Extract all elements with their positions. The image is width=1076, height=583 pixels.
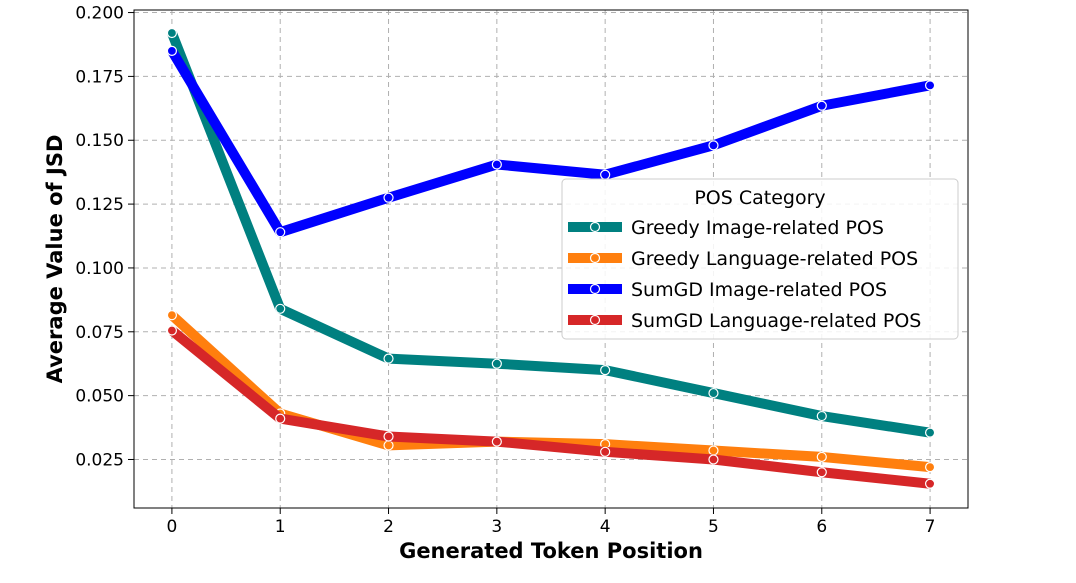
data-point [924,80,936,91]
x-tick-label: 2 [383,517,394,537]
legend: POS Category Greedy Image-related POSGre… [561,178,959,340]
data-point [275,227,286,238]
legend-marker [589,221,601,233]
series-line-3 [167,48,932,238]
legend-title: POS Category [694,187,825,209]
data-point [600,446,611,457]
data-point [708,140,719,151]
x-tick-label: 3 [491,517,502,537]
legend-entries: Greedy Image-related POS Greedy Language-… [568,217,921,332]
y-tick-label: 0.125 [75,195,124,215]
legend-label-1: Greedy Image-related POS [631,217,884,239]
legend-label-2: Greedy Language-related POS [631,248,918,270]
data-point [708,387,719,399]
x-tick-label: 1 [275,517,286,537]
x-axis-title: Generated Token Position [399,539,703,563]
x-tick-label: 4 [600,517,611,537]
y-tick-label: 0.075 [75,323,124,343]
y-tick-label: 0.150 [75,131,124,151]
data-point [491,159,502,170]
data-point [166,310,178,321]
data-point [275,413,286,424]
legend-marker [589,283,601,295]
legend-box [561,178,959,340]
data-point [166,325,178,336]
data-point [383,353,394,364]
data-point [166,45,178,56]
data-point [924,427,936,438]
data-point [924,478,936,489]
y-tick-label: 0.050 [75,387,124,407]
y-tick-label: 0.100 [75,259,124,279]
data-point [708,445,719,456]
data-point [816,100,827,111]
x-tick-label: 5 [708,517,719,537]
data-point [816,410,827,422]
data-point [275,303,286,314]
y-tick-label: 0.175 [75,67,124,87]
y-tick-label: 0.200 [75,4,124,24]
x-tick-label: 6 [816,517,827,537]
data-point [491,436,502,447]
plot-frame [133,9,969,509]
data-point [166,27,178,39]
data-point [816,467,827,478]
data-point [383,431,394,442]
series-line-1 [167,31,931,438]
data-point [816,451,827,463]
data-point [708,454,719,465]
data-point [600,364,611,376]
data-point [383,192,394,203]
y-tick-label: 0.025 [75,450,124,470]
legend-marker [589,252,601,264]
data-point [491,358,502,369]
tick-layer: 0 1 2 3 4 5 6 7 0.025 0.050 0.075 0.100 0.125 0.150 0.… [75,4,935,537]
data-point [600,169,611,180]
series-line-4 [168,326,931,489]
data-point [924,462,936,473]
series-layer [166,27,936,489]
x-tick-label: 0 [166,517,177,537]
y-axis-title: Average Value of JSD [43,135,67,384]
x-tick-label: 7 [925,517,936,537]
data-point [383,440,394,451]
legend-label-3: SumGD Image-related POS [631,279,887,301]
legend-label-4: SumGD Language-related POS [631,310,921,332]
legend-marker [589,314,601,326]
